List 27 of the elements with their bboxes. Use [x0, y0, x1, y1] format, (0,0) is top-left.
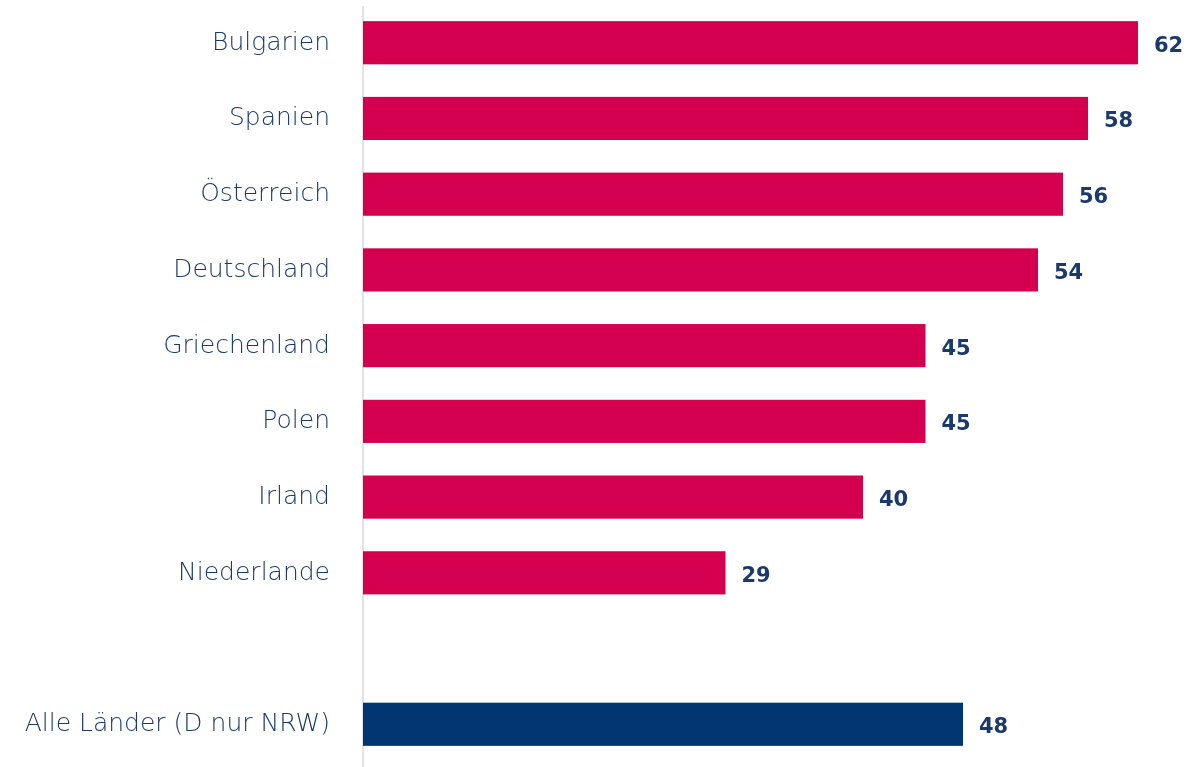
y-tick-label: Spanien: [228, 102, 330, 132]
data-label: 45: [941, 411, 971, 436]
data-label: 58: [1104, 108, 1134, 133]
data-label: 62: [1154, 32, 1184, 57]
bar: [363, 475, 863, 519]
bar: [363, 324, 926, 368]
bar: [363, 399, 926, 443]
y-tick-label: Deutschland: [173, 253, 330, 283]
data-label: 45: [941, 335, 971, 360]
data-label: 56: [1079, 184, 1109, 209]
y-tick-label: Niederlande: [178, 556, 330, 586]
bar: [363, 248, 1038, 292]
data-label: 54: [1054, 259, 1084, 284]
data-label: 40: [879, 487, 909, 512]
y-tick-label: Griechenland: [163, 329, 330, 359]
data-label: 48: [979, 714, 1009, 739]
bar: [363, 21, 1138, 65]
bar: [363, 551, 726, 595]
bar: [363, 172, 1063, 216]
bar: [363, 96, 1088, 141]
y-tick-label: Polen: [262, 405, 330, 435]
data-label: 29: [741, 562, 771, 587]
y-tick-label: Alle Länder (D nur NRW): [24, 708, 330, 738]
y-tick-label: Bulgarien: [212, 26, 330, 56]
y-tick-label: Österreich: [200, 177, 330, 208]
y-tick-label: Irland: [258, 481, 330, 511]
bar: [363, 702, 963, 746]
